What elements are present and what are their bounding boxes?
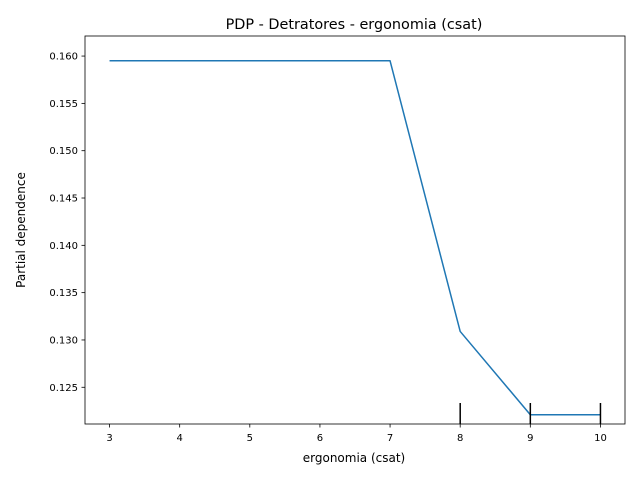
x-axis-label: ergonomia (csat) — [303, 451, 405, 465]
y-tick-label: 0.135 — [49, 288, 78, 299]
x-tick-label: 8 — [457, 433, 463, 444]
y-tick-label: 0.140 — [49, 241, 78, 252]
plot-area — [109, 60, 602, 424]
axes-frame — [84, 35, 626, 425]
x-tick-label: 10 — [594, 433, 607, 444]
axes: 3 4 5 6 7 8 9 10 0.125 0.130 0.135 0.140 0.145 0.150 0… — [49, 35, 626, 444]
chart-title: PDP - Detratores - ergonomia (csat) — [226, 17, 483, 33]
x-tick-label: 4 — [176, 433, 182, 444]
y-tick-label: 0.130 — [49, 335, 78, 346]
y-tick-label: 0.150 — [49, 146, 78, 157]
x-tick-label: 7 — [387, 433, 393, 444]
y-tick-label: 0.155 — [49, 99, 78, 110]
x-tick-label: 6 — [317, 433, 323, 444]
x-tick-label: 3 — [106, 433, 112, 444]
x-tick-label: 5 — [247, 433, 253, 444]
series-line — [109, 60, 601, 416]
x-tick-label: 9 — [527, 433, 533, 444]
y-tick-label: 0.125 — [49, 383, 78, 394]
y-tick-label: 0.145 — [49, 194, 78, 205]
y-tick-label: 0.160 — [49, 52, 78, 63]
y-axis-label: Partial dependence — [14, 172, 28, 288]
